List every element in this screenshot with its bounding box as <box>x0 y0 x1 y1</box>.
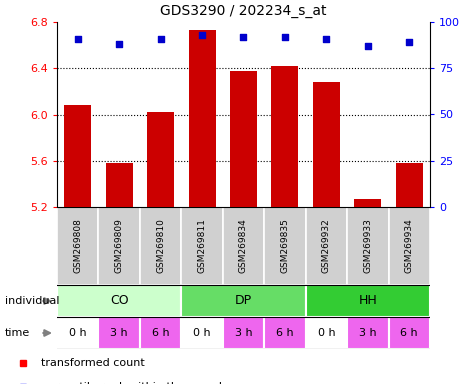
Text: GSM269834: GSM269834 <box>239 218 247 273</box>
Bar <box>222 207 263 285</box>
Title: GDS3290 / 202234_s_at: GDS3290 / 202234_s_at <box>160 4 326 18</box>
Text: GSM269810: GSM269810 <box>156 218 165 273</box>
Bar <box>312 82 339 207</box>
Bar <box>347 317 388 349</box>
Bar <box>140 207 181 285</box>
Text: 0 h: 0 h <box>69 328 86 338</box>
Text: GSM269811: GSM269811 <box>197 218 206 273</box>
Point <box>157 36 164 42</box>
Text: GSM269934: GSM269934 <box>404 218 413 273</box>
Bar <box>395 163 422 207</box>
Bar <box>181 317 222 349</box>
Text: 3 h: 3 h <box>110 328 128 338</box>
Text: 3 h: 3 h <box>234 328 252 338</box>
Text: 6 h: 6 h <box>275 328 293 338</box>
Point <box>115 41 123 47</box>
Bar <box>98 207 140 285</box>
Bar <box>64 105 91 207</box>
Text: 3 h: 3 h <box>358 328 376 338</box>
Bar <box>57 317 98 349</box>
Text: HH: HH <box>358 295 376 308</box>
Text: 0 h: 0 h <box>317 328 335 338</box>
Bar <box>181 207 222 285</box>
Bar <box>305 317 347 349</box>
Text: 6 h: 6 h <box>151 328 169 338</box>
Bar <box>271 66 298 207</box>
Text: GSM269933: GSM269933 <box>363 218 371 273</box>
Text: individual: individual <box>5 296 59 306</box>
Point <box>239 34 246 40</box>
Bar <box>230 71 257 207</box>
Bar <box>57 285 181 317</box>
Point <box>405 39 412 45</box>
Text: DP: DP <box>235 295 252 308</box>
Bar <box>347 207 388 285</box>
Text: transformed count: transformed count <box>40 358 144 368</box>
Text: percentile rank within the sample: percentile rank within the sample <box>40 381 228 384</box>
Bar <box>305 285 429 317</box>
Bar <box>263 317 305 349</box>
Bar <box>57 207 98 285</box>
Bar <box>106 163 132 207</box>
Bar <box>181 285 305 317</box>
Bar <box>140 317 181 349</box>
Bar <box>188 30 215 207</box>
Point <box>322 36 330 42</box>
Bar <box>388 207 429 285</box>
Text: 6 h: 6 h <box>400 328 417 338</box>
Bar <box>353 199 381 207</box>
Point <box>198 32 205 38</box>
Bar <box>305 207 347 285</box>
Bar <box>147 112 174 207</box>
Bar <box>388 317 429 349</box>
Text: GSM269808: GSM269808 <box>73 218 82 273</box>
Text: time: time <box>5 328 30 338</box>
Text: 0 h: 0 h <box>193 328 210 338</box>
Point <box>74 36 81 42</box>
Text: GSM269809: GSM269809 <box>114 218 123 273</box>
Bar <box>263 207 305 285</box>
Text: CO: CO <box>110 295 128 308</box>
Bar <box>98 317 140 349</box>
Text: GSM269835: GSM269835 <box>280 218 289 273</box>
Point <box>364 43 371 49</box>
Text: GSM269932: GSM269932 <box>321 218 330 273</box>
Bar <box>222 317 263 349</box>
Point <box>280 34 288 40</box>
